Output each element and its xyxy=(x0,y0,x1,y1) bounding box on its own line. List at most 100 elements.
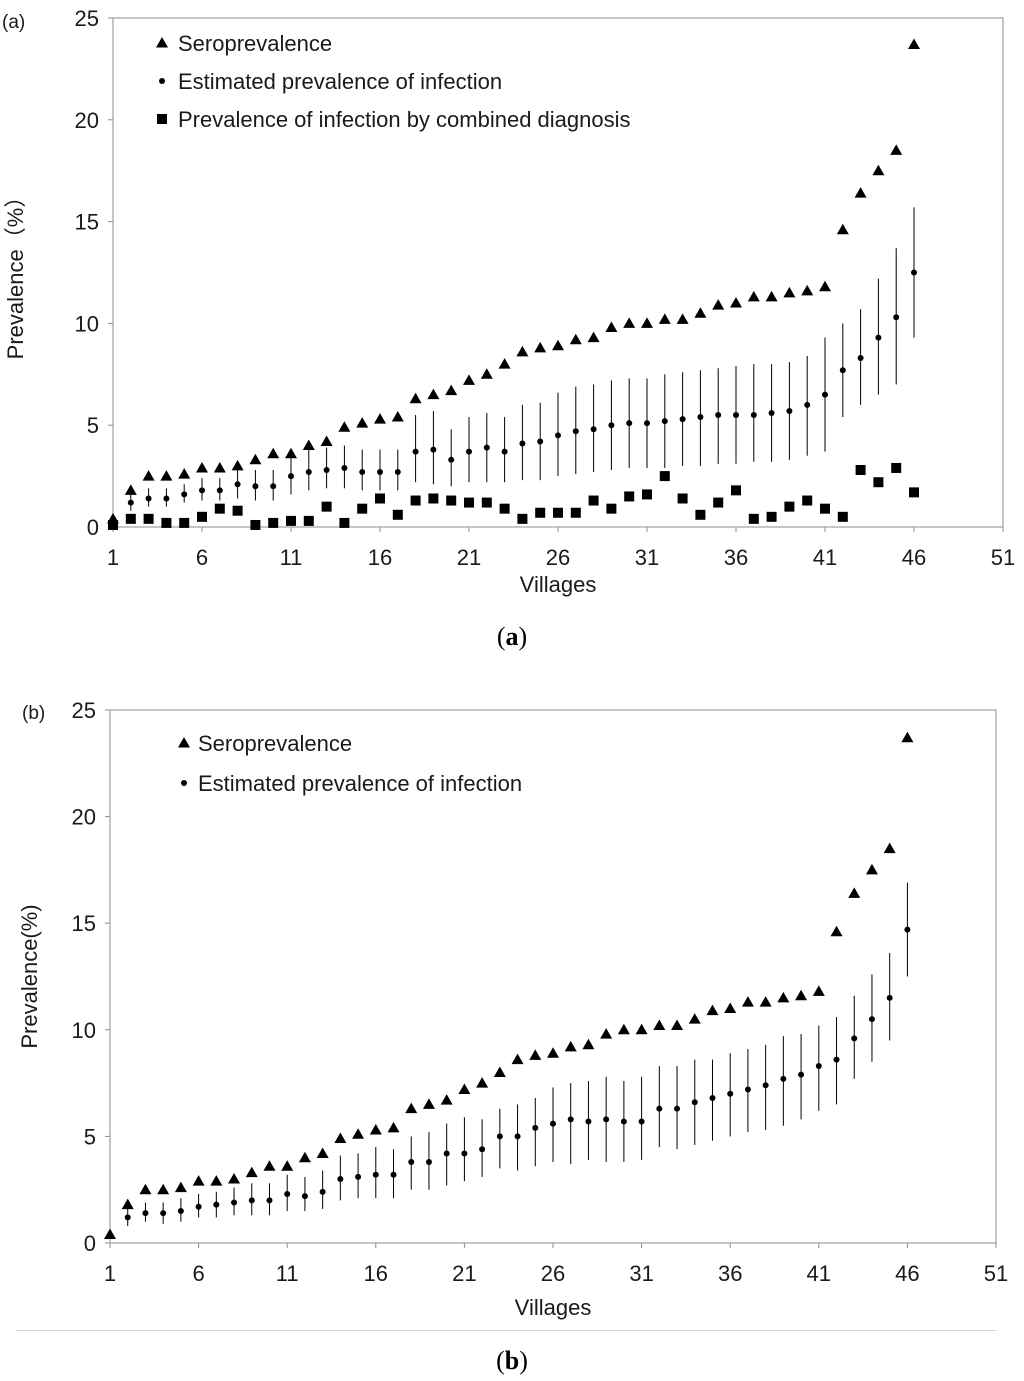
data-point xyxy=(248,1197,255,1204)
data-point xyxy=(481,497,492,508)
y-tick-label-b: 20 xyxy=(72,805,96,830)
x-tick-label-a: 21 xyxy=(457,545,481,570)
data-point xyxy=(157,1183,170,1195)
data-point xyxy=(679,416,686,423)
data-point xyxy=(638,1118,645,1125)
data-point xyxy=(795,989,808,1001)
data-point xyxy=(620,1118,627,1125)
data-point xyxy=(671,1019,684,1031)
data-point xyxy=(911,269,917,276)
data-point xyxy=(466,448,472,455)
data-point xyxy=(445,384,458,396)
data-point xyxy=(375,493,385,504)
data-point xyxy=(855,464,866,475)
data-point xyxy=(496,1133,503,1140)
data-point xyxy=(250,519,261,530)
chart-panel-a: (a) 0 5 10 15 20 25 1 6 11 16 21 26 31 36 41 46 51 Village… xyxy=(0,0,1024,612)
data-point xyxy=(537,438,544,445)
data-point xyxy=(777,991,790,1003)
data-point xyxy=(750,412,757,419)
data-point xyxy=(199,487,205,494)
data-point xyxy=(463,374,475,385)
data-point xyxy=(730,297,742,308)
data-point xyxy=(483,444,490,451)
data-point xyxy=(891,462,902,473)
data-point xyxy=(316,1147,329,1158)
data-point xyxy=(499,503,510,514)
data-point xyxy=(865,863,878,875)
x-tick-label-b: 36 xyxy=(718,1261,742,1286)
x-tick-label-b: 1 xyxy=(104,1261,116,1286)
data-point xyxy=(901,731,914,743)
data-point xyxy=(909,487,919,498)
data-point xyxy=(744,1086,751,1093)
x-tick-label-a: 51 xyxy=(991,545,1015,570)
data-point xyxy=(873,477,884,488)
data-point xyxy=(733,412,739,419)
data-point xyxy=(798,1071,805,1078)
data-point xyxy=(815,1063,822,1070)
data-point xyxy=(659,471,670,482)
data-point xyxy=(833,1056,840,1063)
data-point xyxy=(249,453,262,465)
data-point xyxy=(819,280,831,292)
data-point xyxy=(724,1002,737,1013)
data-point xyxy=(762,1082,769,1089)
data-point xyxy=(713,497,724,508)
data-point xyxy=(412,448,419,455)
data-point xyxy=(302,439,315,451)
data-point xyxy=(875,334,882,341)
data-point xyxy=(585,1118,592,1125)
data-point xyxy=(285,447,297,459)
data-point xyxy=(641,317,653,328)
data-point xyxy=(674,1105,681,1112)
data-point xyxy=(688,1013,701,1024)
x-tick-label-a: 46 xyxy=(902,545,926,570)
data-point xyxy=(697,414,704,421)
data-point xyxy=(214,503,225,514)
data-point xyxy=(606,503,617,514)
data-point xyxy=(886,994,893,1001)
data-point xyxy=(245,1166,258,1178)
data-point xyxy=(422,1098,435,1109)
data-point xyxy=(446,495,457,506)
data-point xyxy=(427,388,440,400)
data-point xyxy=(163,495,170,502)
caption-a: (a) xyxy=(496,622,528,651)
data-point xyxy=(142,470,155,481)
data-point xyxy=(228,1173,241,1184)
x-tick-label-a: 16 xyxy=(368,545,392,570)
legend-label: Estimated prevalence of infection xyxy=(198,771,522,796)
data-point xyxy=(804,401,811,408)
data-point xyxy=(143,513,154,524)
data-point xyxy=(517,513,528,524)
series-a-prevalence-of-infection-by-combined-diagnosis xyxy=(108,462,919,530)
data-point xyxy=(195,1203,202,1210)
x-tick-label-a: 31 xyxy=(635,545,659,570)
data-point xyxy=(428,493,439,504)
data-point xyxy=(458,1083,471,1094)
data-point xyxy=(341,464,348,471)
x-tick-label-b: 41 xyxy=(807,1261,831,1286)
x-tick-label-b: 21 xyxy=(452,1261,476,1286)
data-point xyxy=(624,491,635,502)
data-point xyxy=(747,290,760,302)
data-point xyxy=(564,1040,577,1052)
data-point xyxy=(706,1004,719,1016)
data-point xyxy=(812,985,825,996)
data-point xyxy=(145,495,152,502)
data-point xyxy=(676,313,689,324)
data-point xyxy=(124,484,137,495)
data-point xyxy=(231,1199,238,1206)
data-point xyxy=(448,456,455,463)
data-point xyxy=(868,1016,875,1023)
data-point xyxy=(108,519,118,530)
data-point xyxy=(600,1028,613,1039)
data-point xyxy=(904,926,911,933)
x-tick-label-a: 26 xyxy=(546,545,570,570)
x-axis-label-b: Villages xyxy=(515,1295,592,1320)
data-point xyxy=(644,420,650,427)
data-point xyxy=(142,1210,149,1217)
data-point xyxy=(626,420,633,427)
